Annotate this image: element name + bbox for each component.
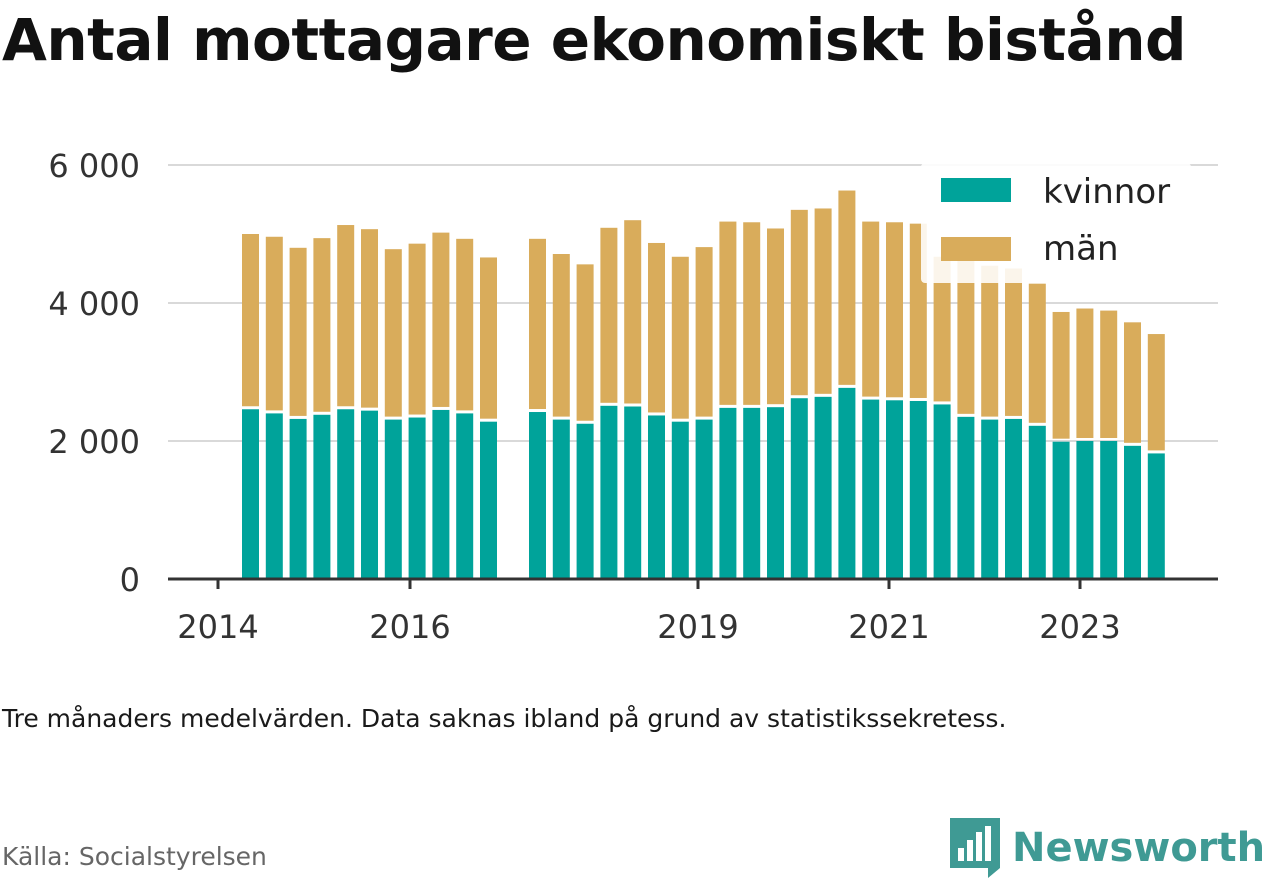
bar-kvinnor [719,407,737,579]
bar-kvinnor [384,419,402,579]
bar-man [1076,308,1094,438]
brand-logo: Newsworthy [950,818,1262,878]
bar-man [384,249,402,417]
bar-man [862,221,880,397]
bar-kvinnor [909,400,927,579]
bar-kvinnor [408,417,426,579]
y-tick-label: 6 000 [48,147,140,185]
bar-kvinnor [1052,441,1070,579]
bar-kvinnor [790,398,808,579]
bar-kvinnor [648,415,665,579]
bar-kvinnor [265,413,283,579]
bar-kvinnor [529,412,546,579]
bar-man [456,238,474,411]
bar-kvinnor [838,387,856,579]
bar-man [671,256,689,419]
y-tick-label: 2 000 [48,423,140,461]
bar-kvinnor [624,406,642,579]
legend-label-kvinnor: kvinnor [1043,172,1170,212]
bar-man [337,225,355,407]
brand-name: Newsworthy [1012,825,1262,871]
bar-man [886,222,903,398]
bar-kvinnor [552,419,570,579]
x-tick-label: 2023 [1039,608,1120,646]
legend: kvinnor män [921,163,1191,283]
bar-kvinnor [695,419,713,579]
bar-man [408,243,426,415]
bar-kvinnor [1028,425,1046,579]
bar-man [242,234,259,407]
bar-kvinnor [576,423,594,579]
y-tick-label: 4 000 [48,285,140,323]
bar-kvinnor [432,409,450,579]
bar-man [981,265,999,417]
bar-kvinnor [1005,418,1022,579]
bar-kvinnor [1124,445,1141,579]
legend-label-man: män [1043,229,1119,269]
bar-kvinnor [814,396,832,579]
bar-man [1005,268,1022,416]
bar-kvinnor [289,418,307,579]
chart-note: Tre månaders medelvärden. Data saknas ib… [2,704,1007,733]
bar-kvinnor [337,409,355,579]
x-tick-label: 2014 [177,608,258,646]
bar-man [648,242,665,413]
bar-kvinnor [456,413,474,579]
bar-man [600,227,618,403]
bar-kvinnor [1076,441,1094,579]
bar-man [576,264,594,421]
bar-kvinnor [671,421,689,579]
bar-kvinnor [242,409,259,579]
bar-man [529,238,546,410]
bar-man [313,238,331,412]
bar-man [1028,283,1046,423]
bar-man [265,236,283,411]
x-tick-label: 2016 [369,608,450,646]
chart-title: Antal mottagare ekonomiskt bistånd [2,6,1187,74]
bar-man [719,221,737,405]
bar-kvinnor [981,419,999,579]
bar-man [1100,310,1118,438]
y-tick-label: 0 [120,561,140,599]
x-tick-label: 2021 [848,608,929,646]
bar-kvinnor [313,414,331,579]
bar-man [695,247,713,417]
bar-man [361,229,378,408]
bar-man [1052,311,1070,439]
bar-man [1147,334,1165,451]
newsworthy-logo-icon [950,818,1000,878]
source-text: Källa: Socialstyrelsen [2,842,267,871]
bar-kvinnor [480,421,497,579]
bar-kvinnor [957,416,975,579]
bar-man [838,190,856,385]
bar-man [624,220,642,404]
bar-man [743,222,761,405]
bar-kvinnor [886,400,903,579]
bar-man [480,257,497,419]
legend-swatch-man [941,237,1011,261]
bar-kvinnor [862,399,880,579]
bar-kvinnor [361,410,378,579]
bar-man [933,256,951,402]
bar-man [767,228,784,405]
bar-kvinnor [600,405,618,579]
bar-man [432,232,450,407]
bar-kvinnor [743,407,761,579]
bar-man [957,260,975,414]
bar-kvinnor [1100,441,1118,579]
bar-man [814,208,832,394]
bar-man [552,254,570,417]
bar-kvinnor [1147,453,1165,579]
bar-man [289,247,307,416]
legend-swatch-kvinnor [941,178,1011,202]
bar-man [1124,322,1141,443]
bar-kvinnor [767,407,784,579]
x-tick-label: 2019 [657,608,738,646]
bar-kvinnor [933,404,951,579]
bar-man [790,209,808,396]
